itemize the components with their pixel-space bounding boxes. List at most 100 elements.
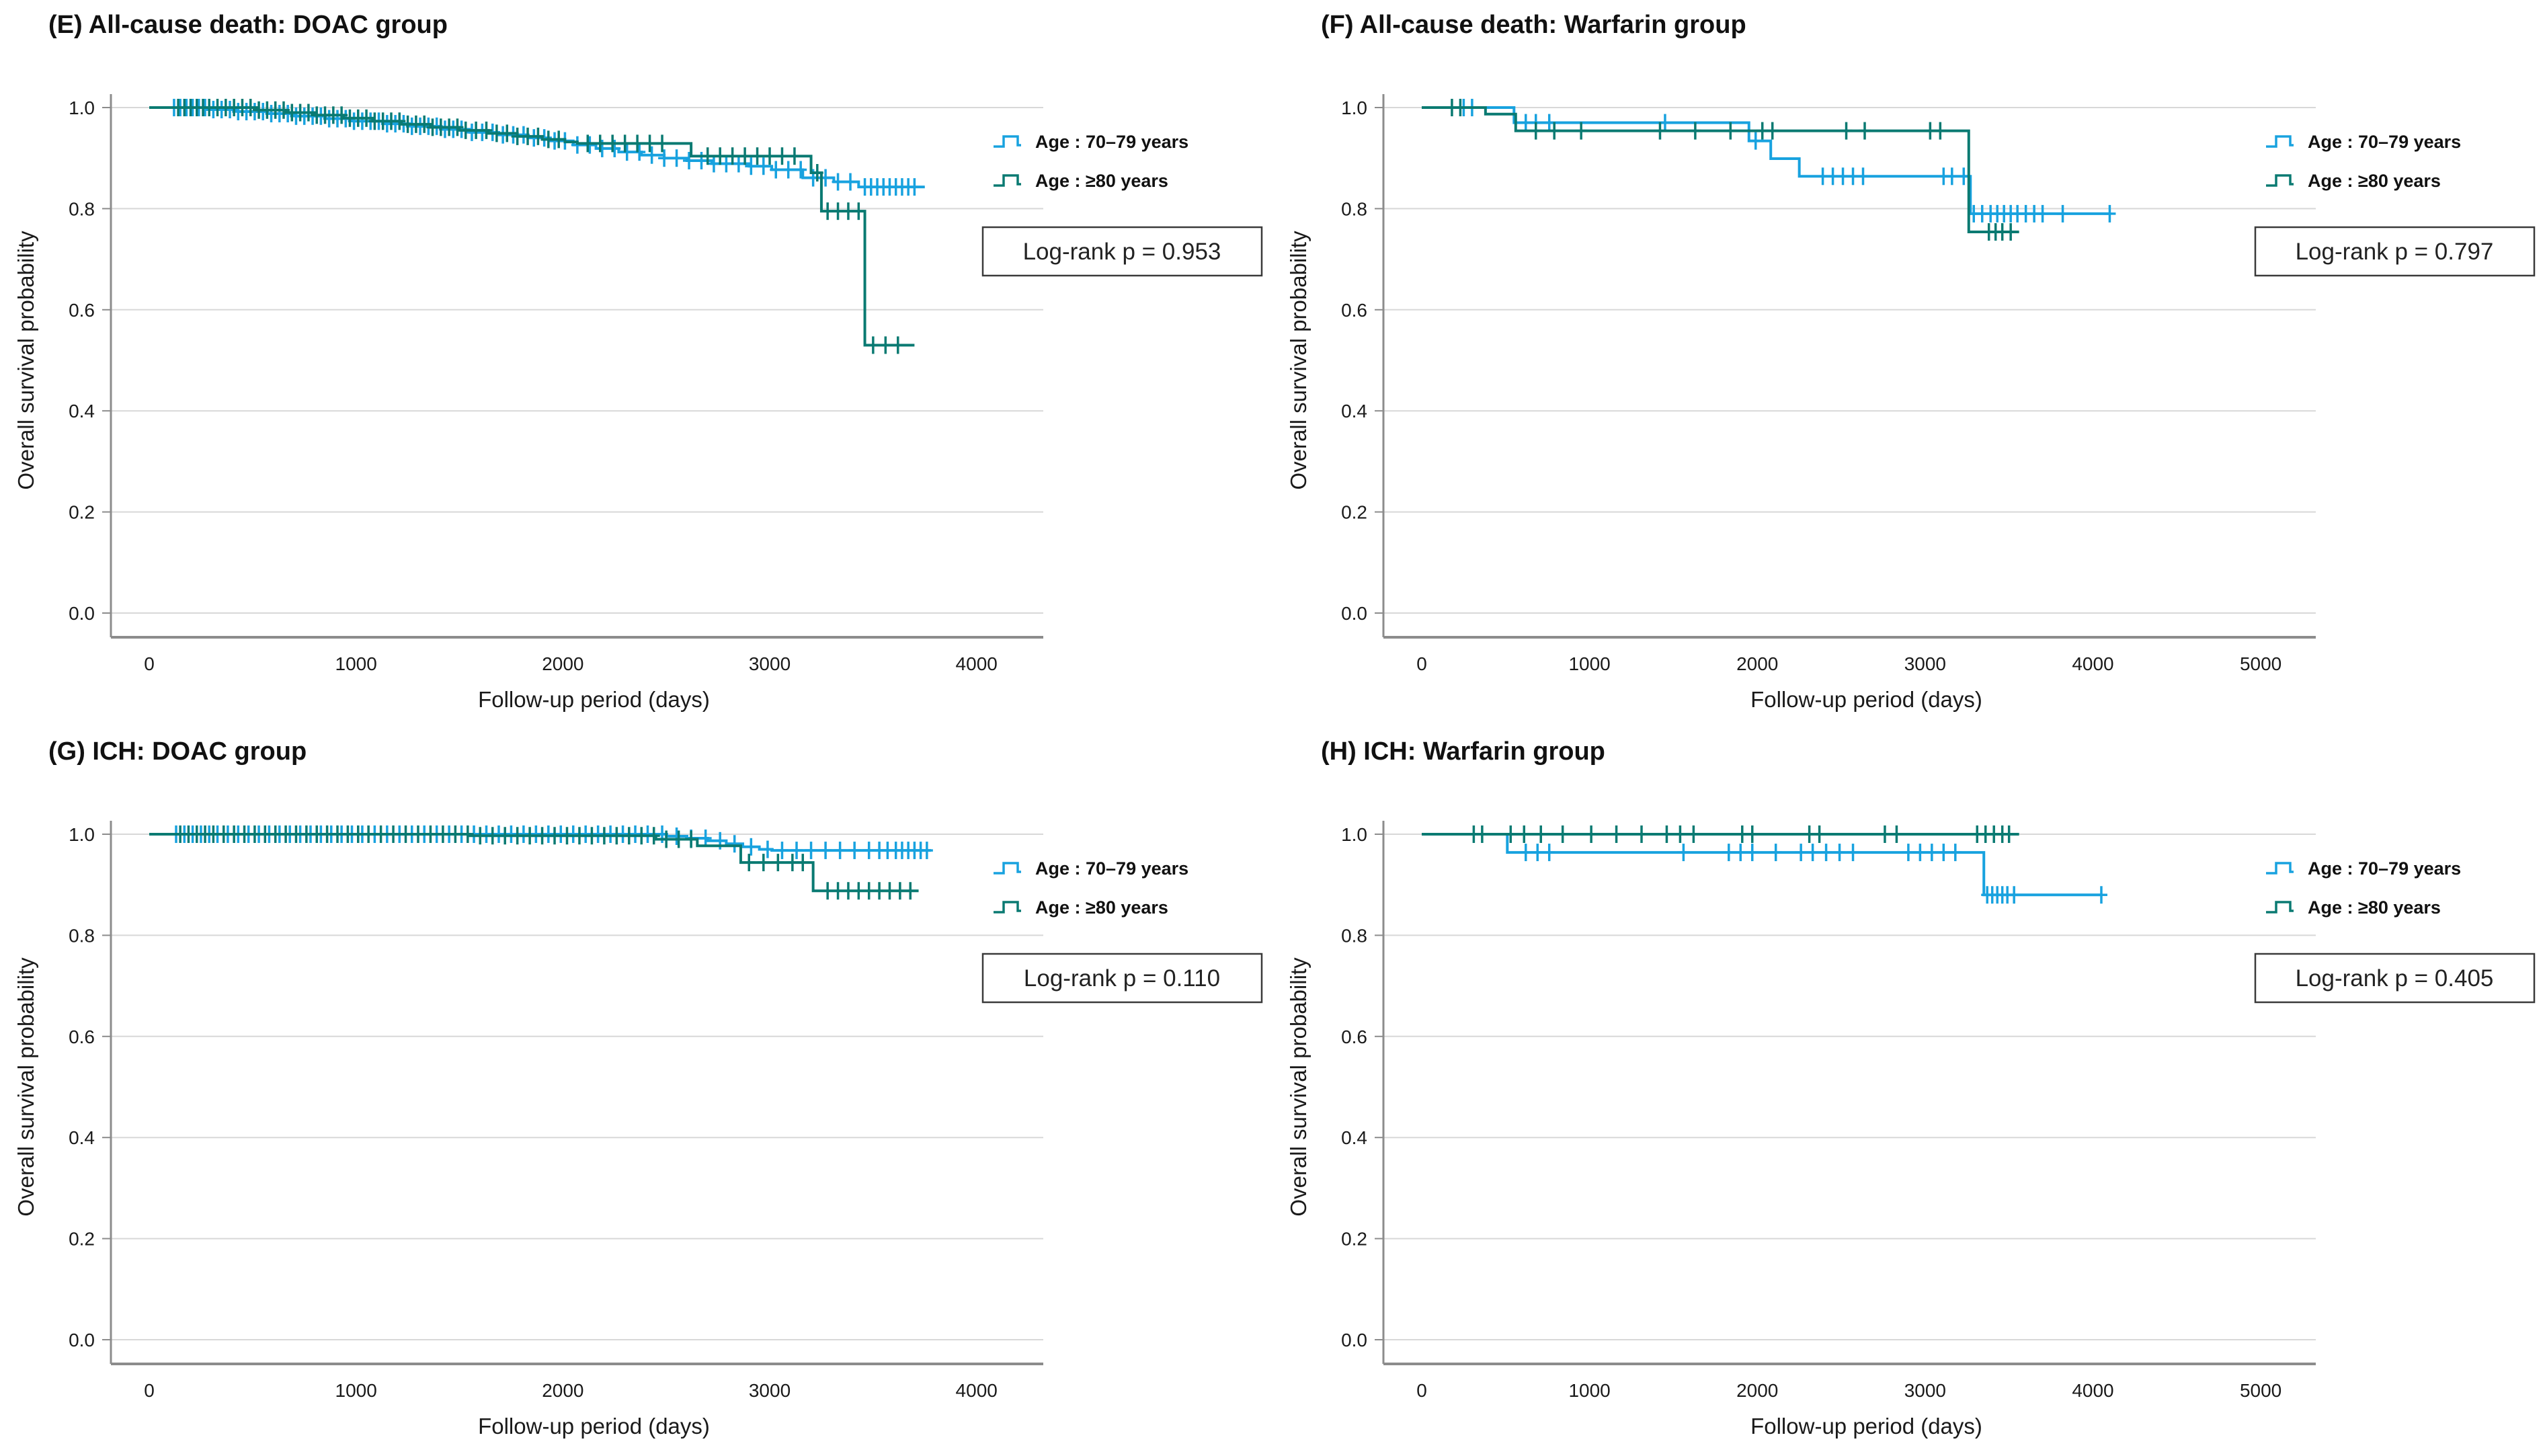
logrank-box: Log-rank p = 0.405 — [2254, 953, 2536, 1004]
x-tick-label: 4000 — [956, 1380, 998, 1401]
legend-label: Age : 70–79 years — [2308, 858, 2461, 879]
y-tick-label: 0.8 — [1341, 925, 1367, 946]
censor-marks-age-70-79 — [1457, 99, 2116, 223]
survival-curve-age-80-plus — [1422, 106, 2019, 233]
legend-entry-age-80-plus: Age : ≥80 years — [2266, 171, 2441, 191]
x-tick-label: 3000 — [749, 1380, 791, 1401]
legend-label: Age : 70–79 years — [2308, 132, 2461, 152]
y-tick-label: 0.6 — [69, 1026, 95, 1047]
x-tick-label: 1000 — [1568, 653, 1610, 674]
x-tick-label: 3000 — [1904, 1380, 1946, 1401]
y-tick-label: 0.0 — [69, 1330, 95, 1350]
x-axis-label: Follow-up period (days) — [1750, 687, 1982, 712]
censor-marks-age-80-plus — [174, 825, 917, 900]
x-tick-label: 0 — [144, 653, 155, 674]
survival-curve-age-70-79 — [1422, 833, 2101, 897]
censor-marks-age-80-plus — [1467, 825, 2015, 843]
legend-step-line-icon — [994, 174, 1021, 187]
x-tick-label: 2000 — [542, 653, 583, 674]
y-tick-label: 1.0 — [1341, 824, 1367, 845]
logrank-box: Log-rank p = 0.797 — [2254, 226, 2536, 277]
x-tick-label: 4000 — [2072, 1380, 2113, 1401]
x-tick-label: 0 — [1416, 653, 1427, 674]
logrank-box-border — [2254, 226, 2536, 277]
km-plot-H: 0.0 0.2 0.4 0.6 0.8 1.0 0 1000 2000 3000 4000 5000 F… — [1286, 821, 2536, 1439]
x-axis-label: Follow-up period (days) — [478, 1414, 710, 1439]
y-tick-label: 0.8 — [69, 925, 95, 946]
x-tick-label: 1000 — [335, 653, 377, 674]
y-tick-label: 0.6 — [69, 300, 95, 321]
panel-H: (H) ICH: Warfarin group 0.0 0.2 0.4 0.6 0.8 1… — [1272, 727, 2545, 1453]
x-tick-label: 2000 — [542, 1380, 583, 1401]
y-tick-label: 1.0 — [1341, 97, 1367, 118]
legend-entry-age-70-79: Age : 70–79 years — [2266, 132, 2461, 152]
logrank-box: Log-rank p = 0.110 — [981, 953, 1263, 1004]
legend-step-line-icon — [994, 135, 1021, 148]
panel-F: (F) All-cause death: Warfarin group 0.0 0… — [1272, 0, 2545, 726]
y-tick-label: 0.6 — [1341, 300, 1367, 321]
x-tick-label: 2000 — [1736, 1380, 1778, 1401]
y-tick-label: 0.4 — [69, 1127, 95, 1148]
x-tick-label: 2000 — [1736, 653, 1778, 674]
legend-entry-age-80-plus: Age : ≥80 years — [2266, 897, 2441, 918]
legend-label: Age : 70–79 years — [1035, 858, 1188, 879]
y-axis-label: Overall survival probability — [13, 231, 38, 490]
legend-step-line-icon — [2266, 901, 2294, 914]
y-tick-label: 0.0 — [1341, 603, 1367, 624]
legend-entry-age-80-plus: Age : ≥80 years — [994, 897, 1168, 918]
logrank-box: Log-rank p = 0.953 — [981, 226, 1263, 277]
y-tick-label: 0.2 — [1341, 502, 1367, 523]
logrank-p-value: Log-rank p = 0.797 — [2296, 239, 2494, 265]
logrank-box-border — [981, 953, 1263, 1004]
logrank-box-border — [2254, 953, 2536, 1004]
x-tick-label: 0 — [144, 1380, 155, 1401]
logrank-p-value: Log-rank p = 0.953 — [1023, 239, 1221, 265]
legend-step-line-icon — [2266, 862, 2294, 875]
legend-label: Age : ≥80 years — [2308, 171, 2441, 191]
y-axis-label: Overall survival probability — [13, 957, 38, 1217]
logrank-p-value: Log-rank p = 0.110 — [1024, 965, 1220, 992]
legend-step-line-icon — [994, 901, 1021, 914]
y-tick-label: 1.0 — [69, 97, 95, 118]
legend-entry-age-70-79: Age : 70–79 years — [994, 858, 1188, 879]
censor-marks-age-70-79 — [169, 825, 933, 860]
logrank-p-value: Log-rank p = 0.405 — [2296, 965, 2494, 992]
y-axis-label: Overall survival probability — [1286, 231, 1311, 490]
x-axis-label: Follow-up period (days) — [478, 687, 710, 712]
censor-marks-age-80-plus — [1445, 99, 2017, 241]
y-tick-label: 1.0 — [69, 824, 95, 845]
y-tick-label: 0.2 — [1341, 1229, 1367, 1250]
y-tick-label: 0.8 — [1341, 198, 1367, 219]
censor-marks-age-80-plus — [172, 99, 904, 354]
x-tick-label: 3000 — [749, 653, 791, 674]
legend-step-line-icon — [994, 862, 1021, 875]
y-tick-label: 0.2 — [69, 1229, 95, 1250]
y-tick-label: 0.8 — [69, 198, 95, 219]
km-plot-G: 0.0 0.2 0.4 0.6 0.8 1.0 0 1000 2000 3000 4000 Follo… — [13, 821, 1263, 1439]
panel-G: (G) ICH: DOAC group 0.0 0.2 0.4 0.6 0.8 1.0 0 1… — [0, 727, 1272, 1453]
y-tick-label: 0.4 — [1341, 401, 1367, 421]
x-axis-label: Follow-up period (days) — [1750, 1414, 1982, 1439]
panel-E-title: (E) All-cause death: DOAC group — [48, 11, 448, 39]
legend-label: Age : ≥80 years — [1035, 171, 1168, 191]
legend-entry-age-70-79: Age : 70–79 years — [2266, 858, 2461, 879]
legend-label: Age : 70–79 years — [1035, 132, 1188, 152]
x-tick-label: 0 — [1416, 1380, 1427, 1401]
y-tick-label: 0.4 — [1341, 1127, 1367, 1148]
x-tick-label: 5000 — [2240, 653, 2281, 674]
legend-label: Age : ≥80 years — [1035, 897, 1168, 918]
x-tick-label: 1000 — [1568, 1380, 1610, 1401]
logrank-box-border — [981, 226, 1263, 277]
km-plot-E: 0.0 0.2 0.4 0.6 0.8 1.0 0 1000 2000 3000 4000 Follo… — [13, 94, 1263, 712]
x-tick-label: 4000 — [956, 653, 998, 674]
x-tick-label: 5000 — [2240, 1380, 2281, 1401]
panel-G-title: (G) ICH: DOAC group — [48, 737, 307, 766]
panel-F-title: (F) All-cause death: Warfarin group — [1321, 11, 1746, 39]
x-tick-label: 3000 — [1904, 653, 1946, 674]
y-tick-label: 0.0 — [1341, 1330, 1367, 1350]
panel-H-title: (H) ICH: Warfarin group — [1321, 737, 1605, 766]
legend-entry-age-70-79: Age : 70–79 years — [994, 132, 1188, 152]
y-tick-label: 0.0 — [69, 603, 95, 624]
legend-entry-age-80-plus: Age : ≥80 years — [994, 171, 1168, 191]
